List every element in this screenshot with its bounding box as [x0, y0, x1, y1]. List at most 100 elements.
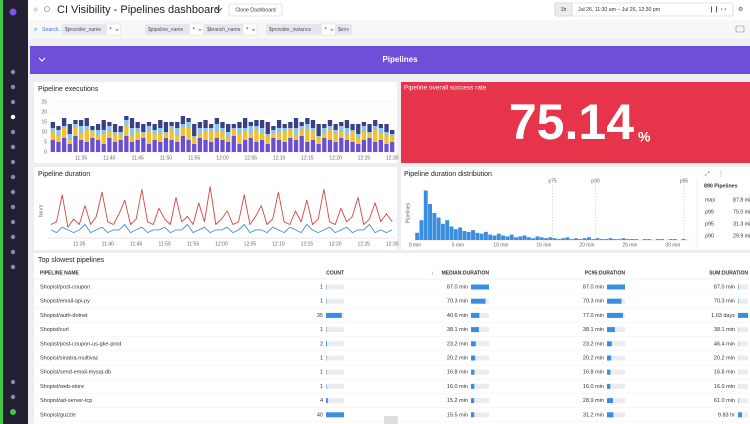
bar-segment	[254, 120, 259, 126]
cell-bar-track	[738, 369, 748, 375]
filter-name-box[interactable]	[62, 24, 107, 35]
bar-segment	[373, 142, 378, 152]
resize-handle[interactable]	[384, 416, 398, 424]
x-tick-label: 10 min	[493, 242, 508, 248]
cell-value: 70.3 min	[714, 299, 735, 305]
bar-segment	[361, 140, 367, 152]
group-collapse[interactable]	[38, 57, 46, 62]
bar-segment	[344, 120, 350, 128]
time-controls[interactable]: ❙❙ ‹ ›	[709, 6, 726, 13]
nav-icon[interactable]	[10, 379, 16, 385]
time-shortcut[interactable]: 1h	[561, 7, 567, 13]
nav-icon[interactable]	[10, 219, 16, 225]
time-shortcut-box[interactable]	[554, 2, 573, 17]
bar-segment	[101, 120, 106, 130]
bar-segment	[124, 116, 129, 120]
nav-icon[interactable]	[10, 114, 16, 120]
settings-icon[interactable]: ⚙	[738, 6, 743, 13]
histogram-bar	[458, 227, 463, 240]
bar-segment	[367, 134, 372, 138]
bar-segment	[192, 124, 197, 136]
bar-segment	[259, 134, 265, 140]
cell-bar	[738, 412, 742, 418]
nav-user[interactable]	[10, 409, 16, 415]
widget-success-rate	[401, 82, 750, 163]
filter-value-box[interactable]	[189, 23, 204, 36]
link-icon[interactable]	[44, 6, 50, 12]
x-tick-label: 12:10	[273, 155, 286, 161]
nav-icon[interactable]	[10, 84, 16, 90]
histogram-bar	[552, 238, 557, 240]
search-input[interactable]: Search...	[42, 27, 63, 33]
cell-bar	[607, 369, 611, 375]
nav-icon[interactable]	[10, 159, 16, 165]
bar-segment	[271, 138, 276, 152]
nav-icon[interactable]	[10, 189, 16, 195]
nav-icon[interactable]	[10, 264, 16, 270]
star-icon[interactable]: ☆	[33, 7, 38, 14]
filter-name: $provider_instance	[269, 27, 311, 33]
nav-icon[interactable]	[10, 174, 16, 180]
search-icon[interactable]: ⌕	[34, 27, 37, 33]
cell-value: 16.0 min	[714, 384, 735, 390]
bar-segment	[180, 136, 186, 152]
filter-value-box[interactable]	[106, 23, 121, 36]
widget-title: Pipeline overall success rate	[404, 85, 487, 92]
nav-icon[interactable]	[10, 234, 16, 240]
filter-name-box[interactable]	[266, 24, 322, 35]
bar-segment	[373, 126, 378, 130]
bar-segment	[282, 128, 287, 132]
histogram-bar	[475, 232, 480, 240]
line-series	[50, 186, 393, 228]
filter-value-box[interactable]	[242, 23, 258, 36]
time-range[interactable]: Jul 26, 11:30 am – Jul 26, 12:30 pm	[578, 7, 660, 13]
cell-bar-track	[326, 355, 344, 361]
bar-segment	[237, 128, 242, 134]
filter-name-box[interactable]	[204, 24, 243, 35]
bar-segment	[231, 128, 236, 130]
bar-segment	[373, 120, 378, 126]
expand-icon[interactable]: ⤢	[705, 171, 710, 178]
nav-icon[interactable]	[10, 99, 16, 105]
histogram-bar	[449, 226, 454, 240]
pipeline-name: Shopist/curl	[40, 327, 69, 333]
nav-icon[interactable]	[10, 144, 16, 150]
title-dropdown[interactable]	[215, 7, 223, 12]
bar-segment	[135, 132, 140, 140]
nav-icon[interactable]	[10, 204, 16, 210]
nav-icon[interactable]	[10, 394, 16, 400]
cell-bar	[471, 312, 480, 318]
nav-icon[interactable]	[10, 69, 16, 75]
bar-segment	[118, 132, 123, 136]
cell-value: 38.1 min	[583, 327, 604, 333]
cell-bar-track	[471, 383, 489, 389]
nav-icon[interactable]	[10, 129, 16, 135]
bar-segment	[310, 140, 316, 152]
nav-icon[interactable]	[10, 249, 16, 255]
clone-button[interactable]	[228, 3, 283, 17]
keyboard-icon[interactable]	[735, 25, 745, 33]
bar-segment	[293, 140, 299, 152]
percentile-label: p95	[680, 178, 689, 184]
bar-segment	[118, 136, 123, 140]
histogram-bar	[681, 239, 686, 240]
summary-value: 31.3 min	[733, 221, 750, 227]
column-header: PC95:DURATION	[585, 270, 626, 276]
bar-segment	[107, 122, 112, 126]
bar-segment	[129, 118, 135, 128]
options-icon[interactable]: ⋮	[718, 172, 724, 178]
bar-segment	[180, 128, 186, 136]
filter-name-box[interactable]	[145, 24, 190, 35]
x-tick-label: 5 min	[452, 242, 464, 248]
summary-title: 890 Pipelines	[704, 183, 738, 189]
histogram-bar	[483, 231, 488, 240]
nav-logo[interactable]	[9, 8, 17, 16]
filter-name: $env	[338, 27, 349, 33]
success-rate-unit: %	[638, 129, 651, 145]
bar-segment	[339, 138, 344, 152]
clone-button-label[interactable]: Clone Dashboard	[235, 7, 275, 13]
percentile-label: p75	[548, 178, 557, 184]
bar-segment	[192, 144, 197, 152]
bar-segment	[192, 136, 197, 138]
filter-name-box[interactable]	[335, 24, 352, 35]
